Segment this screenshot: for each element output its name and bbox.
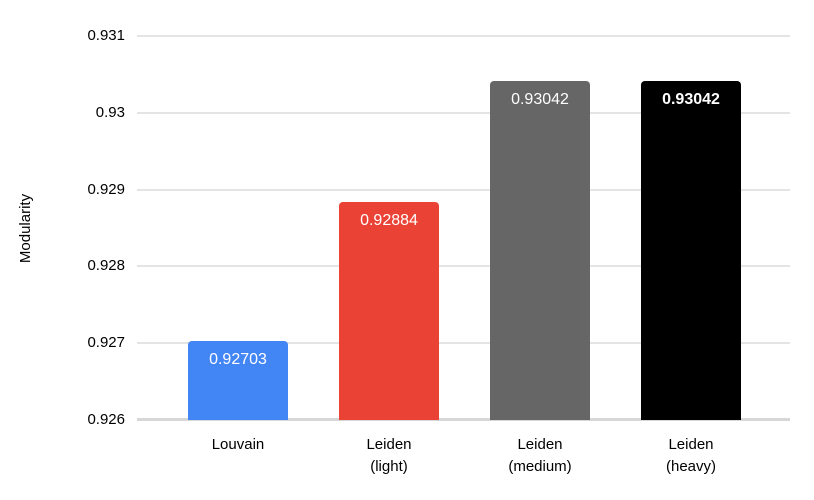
y-axis-tick-label: 0.926: [87, 411, 125, 428]
x-axis-category-label: Leiden (heavy): [665, 436, 717, 475]
x-axis-baseline: [137, 418, 790, 421]
gridline: [137, 342, 790, 345]
bar-leiden-heavy: 0.93042: [641, 80, 741, 420]
bar-leiden-light: 0.92884: [339, 201, 439, 420]
bar-value-label: 0.93042: [511, 90, 569, 108]
plot-area: 0.92703 0.92884 0.93042 0.93042: [137, 35, 790, 421]
x-axis-category-label: Leiden (light): [366, 436, 412, 475]
gridline: [137, 35, 790, 37]
y-axis-title: Modularity: [17, 193, 35, 263]
x-axis-category-label: Louvain: [211, 436, 265, 453]
bar-louvain: 0.92703: [188, 340, 288, 420]
bar-leiden-medium: 0.93042: [490, 80, 590, 420]
bar-value-label: 0.92703: [209, 350, 267, 368]
x-axis-category-label: Leiden (medium): [508, 436, 572, 475]
gridline: [137, 111, 790, 114]
bar-value-label: 0.92884: [360, 211, 418, 229]
bar-value-label: 0.93042: [662, 90, 720, 108]
y-axis-tick-label: 0.931: [87, 27, 125, 44]
y-axis-tick-label: 0.93: [95, 103, 125, 121]
gridline: [137, 265, 790, 268]
y-axis-tick-label: 0.928: [87, 257, 125, 275]
y-axis-title-box: Modularity: [14, 36, 38, 420]
y-axis-tick-label: 0.927: [87, 334, 125, 352]
gridline: [137, 188, 790, 191]
y-axis-tick-label: 0.929: [87, 180, 125, 198]
